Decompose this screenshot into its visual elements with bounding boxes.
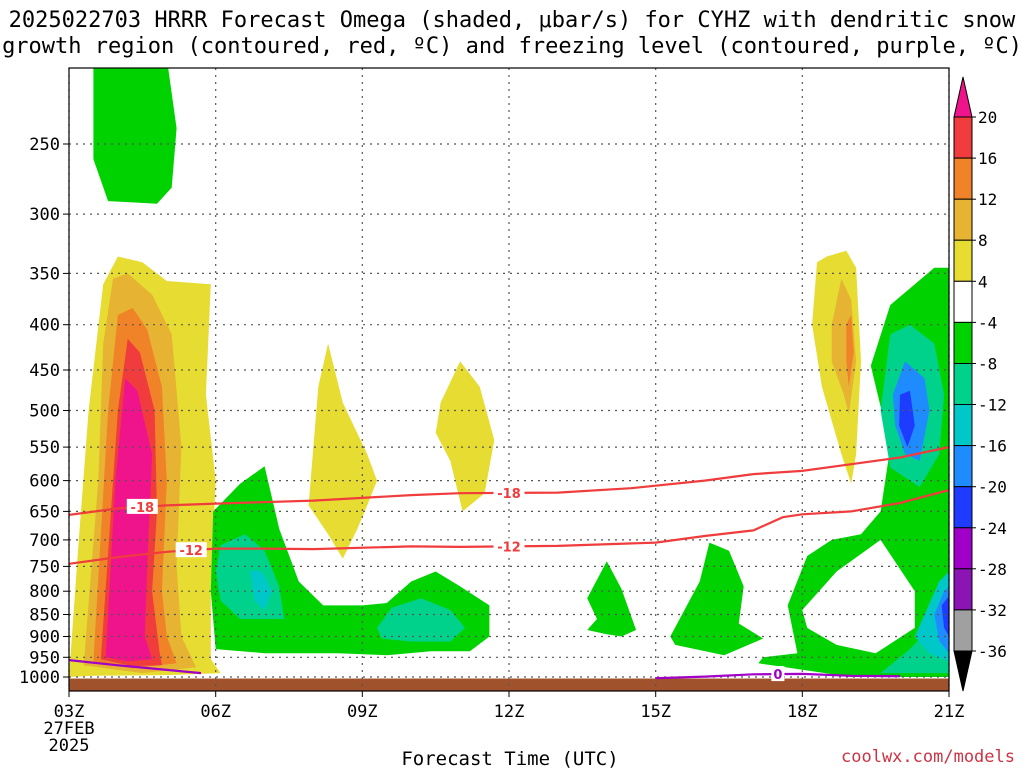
colorbar-top-arrow — [953, 76, 973, 118]
colorbar-label-13: -36 — [978, 642, 1007, 661]
omega-region-teal-9 — [377, 598, 465, 642]
x-tick-label-3: 12Z — [494, 702, 525, 722]
omega-region-orange-25 — [846, 315, 854, 387]
contour-label-3: -12 — [497, 540, 521, 555]
contour-label-4: 0 — [773, 668, 782, 683]
y-tick-label-500: 500 — [29, 402, 60, 422]
contour-purple-2 — [69, 659, 202, 675]
contour-label-bg-0 — [126, 498, 158, 514]
x-axis-label: Forecast Time (UTC) — [401, 748, 618, 768]
colorbar-label-7: -12 — [978, 396, 1007, 415]
x-tick-label-2: 09Z — [347, 702, 378, 722]
omega-colorbar: 20 16 12 8 4 -4 -8 -12 -16 -20 -24 -28 -32 -36 — [953, 76, 1007, 692]
chart-title-line-2: growth region (contoured, red, ºC) and f… — [2, 34, 1022, 59]
x-tick-label-1: 06Z — [200, 702, 231, 722]
x-tick-label-0: 03Z — [54, 702, 85, 722]
omega-region-magenta-5 — [105, 378, 153, 662]
contour-label-bg-4 — [771, 666, 785, 682]
colorbar-label-4: 4 — [978, 272, 988, 291]
colorbar-segment-8 — [953, 445, 973, 488]
y-tick-label-950: 950 — [29, 648, 60, 668]
omega-region-green-10 — [587, 561, 637, 637]
colorbar-segment-12 — [953, 609, 973, 652]
colorbar-segment-2 — [953, 198, 973, 241]
colorbar-label-12: -32 — [978, 601, 1007, 620]
pressure-axis: 2503003504004505005506006507007508008509… — [19, 135, 69, 688]
omega-region-green-0 — [93, 68, 177, 204]
y-tick-label-350: 350 — [29, 264, 60, 284]
omega-region-yellow-22 — [435, 361, 495, 512]
y-tick-label-850: 850 — [29, 606, 60, 626]
y-tick-label-250: 250 — [29, 135, 60, 155]
colorbar-segment-5 — [953, 321, 973, 364]
colorbar-segment-10 — [953, 527, 973, 570]
y-tick-label-450: 450 — [29, 361, 60, 381]
omega-region-gold-24 — [831, 278, 857, 415]
contour-label-bg-3 — [493, 538, 525, 554]
colorbar-label-10: -24 — [978, 519, 1007, 538]
y-tick-label-550: 550 — [29, 438, 60, 458]
colorbar-label-9: -20 — [978, 478, 1007, 497]
contour-label-2: -12 — [179, 544, 203, 559]
x-tick-label-6: 21Z — [934, 702, 965, 722]
y-tick-label-600: 600 — [29, 472, 60, 492]
colorbar-segment-1 — [953, 157, 973, 200]
colorbar-label-1: 16 — [978, 149, 997, 168]
x-tick-label-0-line1: 27FEB — [43, 719, 94, 739]
colorbar-label-0: 20 — [978, 108, 997, 127]
omega-shading-layer — [69, 68, 949, 677]
omega-region-cyan-8 — [249, 570, 272, 610]
y-tick-label-700: 700 — [29, 531, 60, 551]
y-tick-label-900: 900 — [29, 628, 60, 648]
x-tick-label-5: 18Z — [787, 702, 818, 722]
credit-link[interactable]: coolwx.com/models — [841, 747, 1015, 767]
omega-region-yellow-21 — [308, 343, 377, 559]
colorbar-label-11: -28 — [978, 560, 1007, 579]
colorbar-segment-11 — [953, 568, 973, 611]
colorbar-label-2: 12 — [978, 190, 997, 209]
temperature-contours: -18 -18 -12 -12 0 — [69, 446, 949, 683]
omega-region-white-13 — [802, 539, 915, 654]
chart-title-line-1: 2025022703 HRRR Forecast Omega (shaded, … — [8, 8, 1016, 33]
contour-label-0: -18 — [131, 501, 155, 516]
y-tick-label-400: 400 — [29, 316, 60, 336]
contour-label-bg-1 — [493, 484, 525, 500]
contour-label-1: -18 — [497, 487, 521, 502]
y-tick-label-300: 300 — [29, 205, 60, 225]
x-tick-label-4: 15Z — [640, 702, 671, 722]
omega-region-dblue-20 — [941, 596, 949, 637]
colorbar-segment-0 — [953, 116, 973, 159]
y-tick-label-800: 800 — [29, 582, 60, 602]
colorbar-segment-9 — [953, 486, 973, 529]
contour-label-bg-2 — [175, 542, 207, 558]
colorbar-label-6: -8 — [978, 355, 997, 374]
colorbar-segment-4 — [953, 280, 973, 323]
y-tick-label-750: 750 — [29, 557, 60, 577]
colorbar-label-5: -4 — [978, 313, 997, 332]
colorbar-label-3: 8 — [978, 231, 988, 250]
omega-region-green-11 — [670, 542, 764, 656]
contour-red-0 — [69, 446, 949, 516]
colorbar-segment-7 — [953, 404, 973, 447]
x-tick-label-0-line2: 2025 — [49, 736, 90, 756]
omega-region-dblue-16 — [899, 390, 915, 448]
colorbar-bottom-arrow — [953, 650, 973, 692]
y-tick-label-650: 650 — [29, 502, 60, 522]
colorbar-label-8: -16 — [978, 437, 1007, 456]
colorbar-segment-6 — [953, 363, 973, 406]
colorbar-segment-3 — [953, 239, 973, 282]
y-tick-label-1000: 1000 — [19, 668, 60, 688]
